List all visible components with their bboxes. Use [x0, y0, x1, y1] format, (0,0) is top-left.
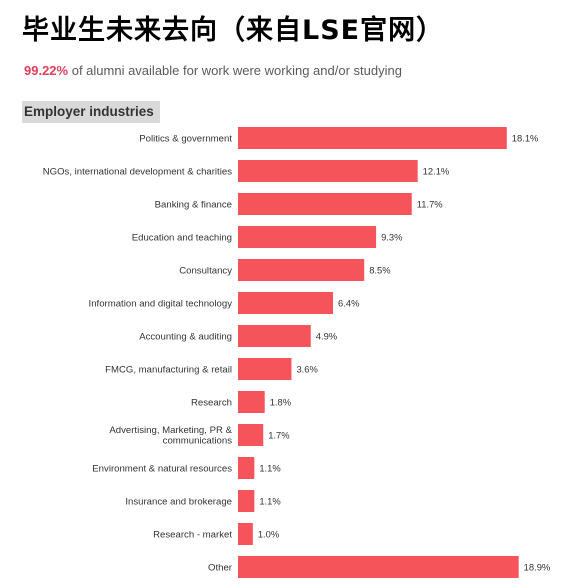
- category-label: Banking & finance: [155, 200, 232, 211]
- bar: [238, 523, 253, 545]
- bar: [238, 556, 519, 578]
- bar: [238, 457, 255, 479]
- category-label: NGOs, international development & charit…: [43, 167, 233, 178]
- category-label: Politics & government: [139, 134, 232, 145]
- bar: [238, 193, 412, 215]
- value-label: 9.3%: [381, 232, 402, 243]
- category-label: Accounting & auditing: [139, 332, 232, 343]
- value-label: 1.1%: [259, 463, 280, 474]
- category-label: Environment & natural resources: [92, 464, 232, 475]
- bar: [238, 325, 311, 347]
- category-label: Education and teaching: [132, 233, 232, 244]
- bar: [238, 259, 365, 281]
- value-label: 1.1%: [259, 496, 280, 507]
- section-label-employer-industries: Employer industries: [22, 101, 160, 123]
- value-label: 8.5%: [369, 265, 390, 276]
- bar: [238, 490, 255, 512]
- bar: [238, 358, 292, 380]
- bar: [238, 391, 265, 413]
- category-label: Advertising, Marketing, PR & communicatio…: [109, 425, 232, 447]
- value-label: 4.9%: [316, 331, 337, 342]
- category-label: Insurance and brokerage: [125, 497, 232, 508]
- value-label: 1.8%: [270, 397, 291, 408]
- category-label: Other: [208, 563, 233, 574]
- bar: [238, 127, 507, 149]
- alumni-stat-text: of alumni available for work were workin…: [71, 63, 402, 78]
- value-label: 12.1%: [423, 166, 450, 177]
- value-label: 1.0%: [258, 529, 279, 540]
- category-label: Information and digital technology: [89, 299, 233, 310]
- bar: [238, 160, 418, 182]
- category-label: FMCG, manufacturing & retail: [105, 365, 232, 376]
- bar: [238, 292, 334, 314]
- value-label: 18.1%: [512, 133, 539, 144]
- value-label: 11.7%: [417, 199, 443, 210]
- value-label: 18.9%: [524, 562, 551, 573]
- bar: [238, 424, 264, 446]
- value-label: 1.7%: [268, 430, 289, 441]
- bar: [238, 226, 377, 248]
- category-label: Research - market: [153, 530, 232, 541]
- page-title: 毕业生未来去向（来自LSE官网）: [22, 15, 445, 46]
- alumni-stat-value: 99.22%: [24, 63, 69, 78]
- alumni-stat: 99.22% of alumni available for work were…: [24, 63, 402, 78]
- value-label: 3.6%: [296, 364, 317, 375]
- category-label: Research: [191, 398, 232, 409]
- category-label: Consultancy: [179, 266, 232, 277]
- value-label: 6.4%: [338, 298, 359, 309]
